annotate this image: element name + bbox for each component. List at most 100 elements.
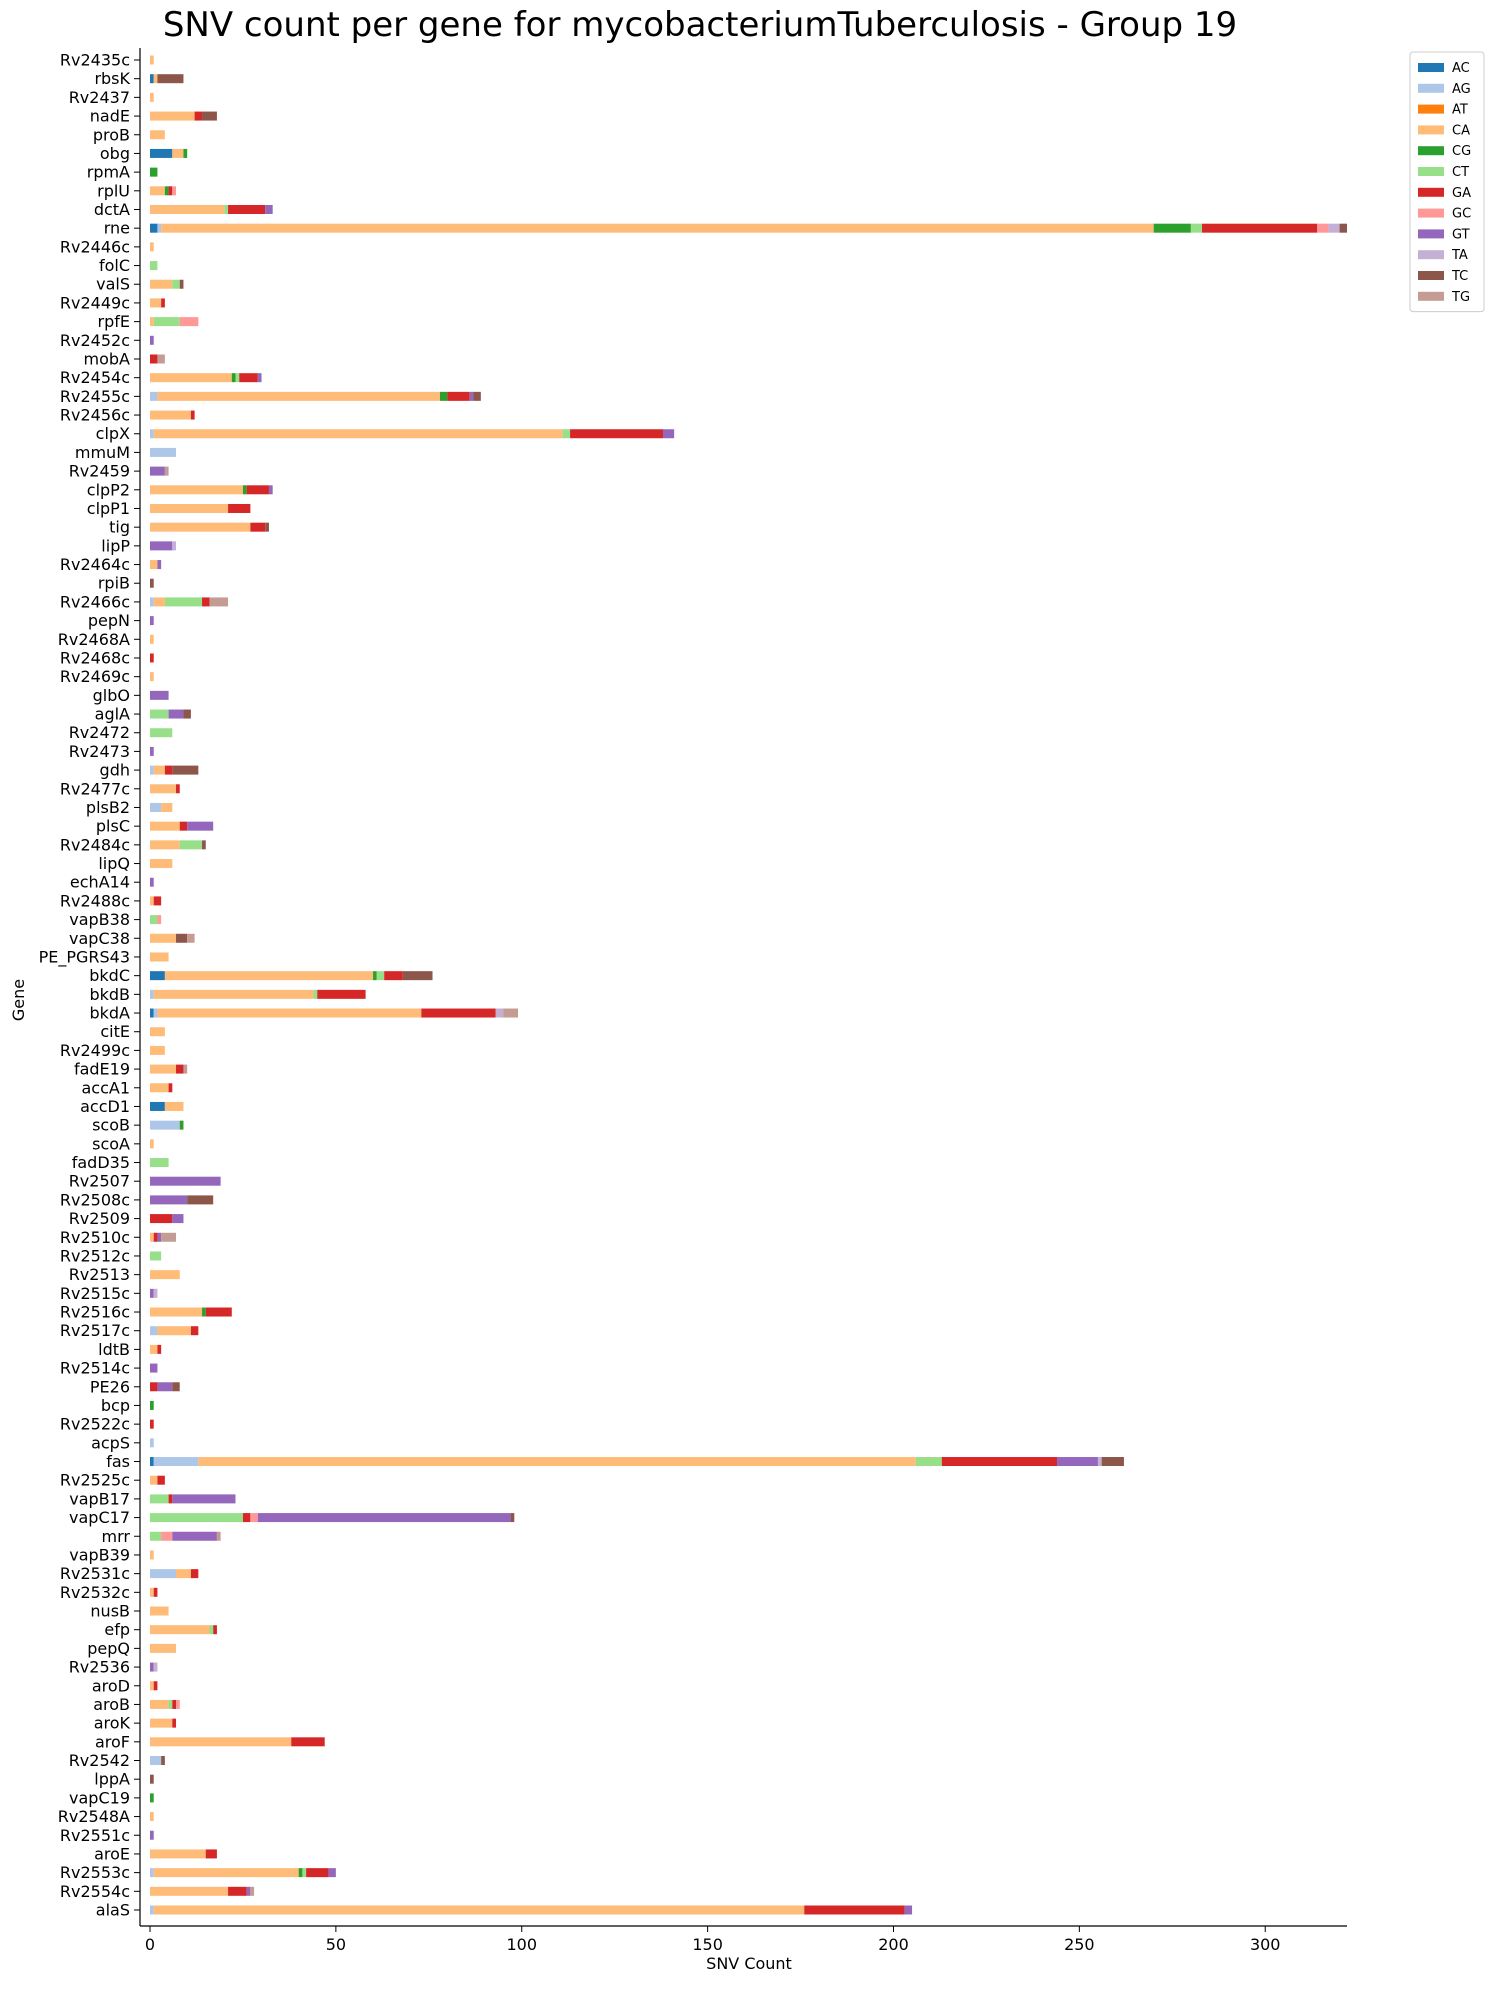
bar-segment-efp-CT <box>209 1625 214 1635</box>
bar-segment-fas-CA <box>198 1457 916 1467</box>
legend-swatch-TG <box>1418 291 1444 301</box>
y-tick-label-Rv2468A: Rv2468A <box>58 630 130 649</box>
y-tick-label-Rv2542: Rv2542 <box>69 1751 130 1770</box>
y-tick-label-Rv2452c: Rv2452c <box>60 331 130 350</box>
bar-segment-fas-GA <box>941 1457 1058 1467</box>
bar-segment-Rv2454c-GA <box>239 373 258 383</box>
y-tick-label-Rv2466c: Rv2466c <box>60 592 130 611</box>
bar-segment-clpX-GT <box>663 429 675 439</box>
bar-segment-Rv2477c-GA <box>176 784 180 794</box>
bar-segment-rpfE-CT <box>153 317 180 327</box>
bar-segment-fadE19-CA <box>150 1064 177 1074</box>
bar-segment-Rv2466c-CT <box>164 597 203 607</box>
bar-segment-plsC-CA <box>150 821 180 831</box>
bar-segment-vapC38-TG <box>187 933 195 943</box>
bar-segment-vapB17-GA <box>168 1494 173 1504</box>
bar-segment-Rv2484c-TC <box>202 840 206 850</box>
bar-segment-rbsK-TC <box>157 74 184 84</box>
bar-segment-Rv2517c-GA <box>190 1326 199 1336</box>
y-tick-label-aroE: aroE <box>94 1844 130 1863</box>
y-tick-label-acpS: acpS <box>91 1433 130 1452</box>
bar-segment-aroE-CA <box>150 1849 206 1859</box>
bar-segment-Rv2454c-CG <box>231 373 236 383</box>
y-tick-label-tig: tig <box>109 518 130 537</box>
y-tick-label-rpfE: rpfE <box>98 312 130 331</box>
bar-segment-aroK-CA <box>150 1718 173 1728</box>
bar-segment-rpmA-CG <box>150 167 158 177</box>
bar-segment-aroB-GC <box>176 1699 180 1709</box>
x-tick-label-0: 0 <box>145 1935 155 1954</box>
bar-segment-bkdA-AC <box>150 1008 154 1018</box>
bar-segment-clpP2-GA <box>246 485 269 495</box>
y-tick-label-Rv2499c: Rv2499c <box>60 1041 130 1060</box>
bar-segment-bkdC-AC <box>150 971 165 981</box>
bar-segment-ldtB-CA <box>150 1344 158 1354</box>
bar-segment-clpX-AG <box>150 429 154 439</box>
y-tick-label-nadE: nadE <box>90 107 130 126</box>
bar-segment-Rv2472-CT <box>150 728 173 738</box>
bar-segment-clpP2-GT <box>268 485 273 495</box>
bar-segment-lppA-TC <box>150 1774 154 1784</box>
bar-segment-Rv2488c-GA <box>153 896 162 906</box>
y-tick-label-Rv2435c: Rv2435c <box>60 51 130 70</box>
bar-segment-rplU-GA <box>168 186 173 196</box>
bar-segment-Rv2508c-TC <box>187 1195 214 1205</box>
bar-segment-Rv2456c-CA <box>150 410 191 420</box>
y-tick-label-rplU: rplU <box>97 181 130 200</box>
bar-segment-fas-CT <box>915 1457 942 1467</box>
bar-segment-Rv2459-TG <box>164 466 169 476</box>
y-tick-label-gdh: gdh <box>100 761 130 780</box>
bar-segment-Rv2459-GT <box>150 466 165 476</box>
bar-segment-fas-AG <box>153 1457 199 1467</box>
legend-label-GA: GA <box>1452 186 1471 201</box>
bar-segment-bkdA-TA <box>495 1008 504 1018</box>
bar-segment-efp-GA <box>213 1625 217 1635</box>
bar-segment-Rv2473-GT <box>150 746 154 756</box>
y-tick-label-Rv2456c: Rv2456c <box>60 406 130 425</box>
bar-segment-Rv2466c-GA <box>202 597 210 607</box>
bar-segment-rne-AG <box>157 223 162 233</box>
y-tick-label-obg: obg <box>100 144 130 163</box>
bar-segment-bkdB-CT <box>313 989 318 999</box>
y-tick-label-Rv2464c: Rv2464c <box>60 555 130 574</box>
bar-segment-Rv2516c-GA <box>205 1307 232 1317</box>
y-tick-label-vapB38: vapB38 <box>69 910 130 929</box>
bar-segment-mobA-TG <box>157 354 165 364</box>
bar-segment-Rv2542-TC <box>161 1756 165 1766</box>
bar-segment-fadD35-CT <box>150 1158 169 1168</box>
bar-segment-Rv2455c-AG <box>150 391 158 401</box>
bar-segment-aroF-CA <box>150 1737 292 1747</box>
bar-segment-Rv2531c-GA <box>190 1569 199 1579</box>
bar-segment-valS-CT <box>172 279 180 289</box>
bar-segment-vapB17-CT <box>150 1494 169 1504</box>
bar-segment-Rv2525c-CA <box>150 1475 158 1485</box>
bar-segment-mmuM-AG <box>150 447 177 457</box>
y-tick-label-Rv2472: Rv2472 <box>69 723 130 742</box>
bar-segment-Rv2454c-CA <box>150 373 232 383</box>
bar-segment-vapC17-GC <box>250 1513 258 1523</box>
bar-segment-plsB2-AG <box>150 802 162 812</box>
y-tick-label-rne: rne <box>104 219 130 238</box>
y-tick-label-plsC: plsC <box>96 817 130 836</box>
y-tick-label-scoA: scoA <box>92 1134 130 1153</box>
bar-segment-Rv2542-AG <box>150 1756 162 1766</box>
bar-segment-aroB-CA <box>150 1699 169 1709</box>
y-tick-label-bkdA: bkdA <box>89 1004 130 1023</box>
bar-segment-obg-CA <box>172 148 184 158</box>
bar-segment-aroB-CT <box>168 1699 173 1709</box>
bar-segment-aroD-CA <box>150 1681 154 1691</box>
bar-segment-Rv2532c-GA <box>153 1587 158 1597</box>
bar-segment-scoA-CA <box>150 1139 154 1149</box>
bar-segment-bkdB-CA <box>153 989 314 999</box>
y-tick-label-accD1: accD1 <box>80 1097 130 1116</box>
y-tick-label-alaS: alaS <box>96 1901 130 1920</box>
bar-segment-aglA-GT <box>168 709 184 719</box>
x-tick-label-300: 300 <box>1250 1935 1281 1954</box>
bar-segment-Rv2455c-TC <box>473 391 481 401</box>
bar-segment-tig-CA <box>150 522 251 532</box>
bar-segment-bkdA-CA <box>157 1008 422 1018</box>
y-tick-label-Rv2522c: Rv2522c <box>60 1415 130 1434</box>
bar-segment-rne-CA <box>161 223 1154 233</box>
bar-segment-Rv2484c-CA <box>150 840 180 850</box>
x-axis-label: SNV Count <box>706 1954 792 1973</box>
